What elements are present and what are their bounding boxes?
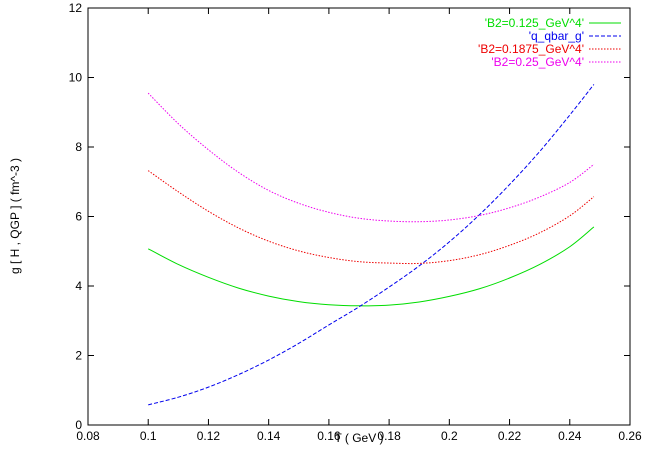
x-tick-label: 0.24	[558, 429, 582, 443]
x-tick-label: 0.16	[317, 429, 341, 443]
y-tick-label: 8	[75, 140, 82, 154]
y-tick-label: 2	[75, 349, 82, 363]
x-tick-label: 0.26	[618, 429, 642, 443]
x-tick-label: 0.18	[377, 429, 401, 443]
x-tick-label: 0.08	[76, 429, 100, 443]
y-axis-ticks: 0 2 4 6 8 10 12	[69, 1, 630, 432]
x-tick-label: 0.12	[197, 429, 221, 443]
y-tick-label: 0	[75, 418, 82, 432]
legend: 'B2=0.125_GeV^4''q_qbar_g''B2=0.1875_GeV…	[478, 16, 621, 69]
legend-label: 'q_qbar_g'	[529, 29, 584, 43]
plot-area-frame	[87, 7, 631, 426]
series-q-qbar-g-line	[148, 84, 595, 406]
y-tick-label: 6	[75, 210, 82, 224]
x-tick-label: 0.22	[498, 429, 522, 443]
series-lines	[147, 84, 595, 406]
y-tick-label: 4	[75, 279, 82, 293]
series-b2-0125-line	[147, 226, 595, 307]
x-axis-label: T ( GeV )	[334, 431, 383, 445]
legend-label: 'B2=0.125_GeV^4'	[485, 16, 584, 30]
y-tick-label: 10	[69, 71, 83, 85]
y-axis-label: g [ H , QGP ] ( fm^-3 )	[8, 158, 22, 274]
legend-label: 'B2=0.25_GeV^4'	[491, 55, 584, 69]
x-tick-label: 0.2	[441, 429, 458, 443]
series-b2-025-line	[147, 92, 595, 223]
y-tick-label: 12	[69, 1, 83, 15]
x-tick-label: 0.14	[257, 429, 281, 443]
series-b2-01875-line	[147, 170, 595, 265]
legend-label: 'B2=0.1875_GeV^4'	[478, 42, 584, 56]
x-tick-label: 0.1	[140, 429, 157, 443]
x-axis-ticks: 0.08 0.1 0.12 0.14 0.16 0.18 0.2 0.22 0.24 0.26	[76, 8, 642, 443]
